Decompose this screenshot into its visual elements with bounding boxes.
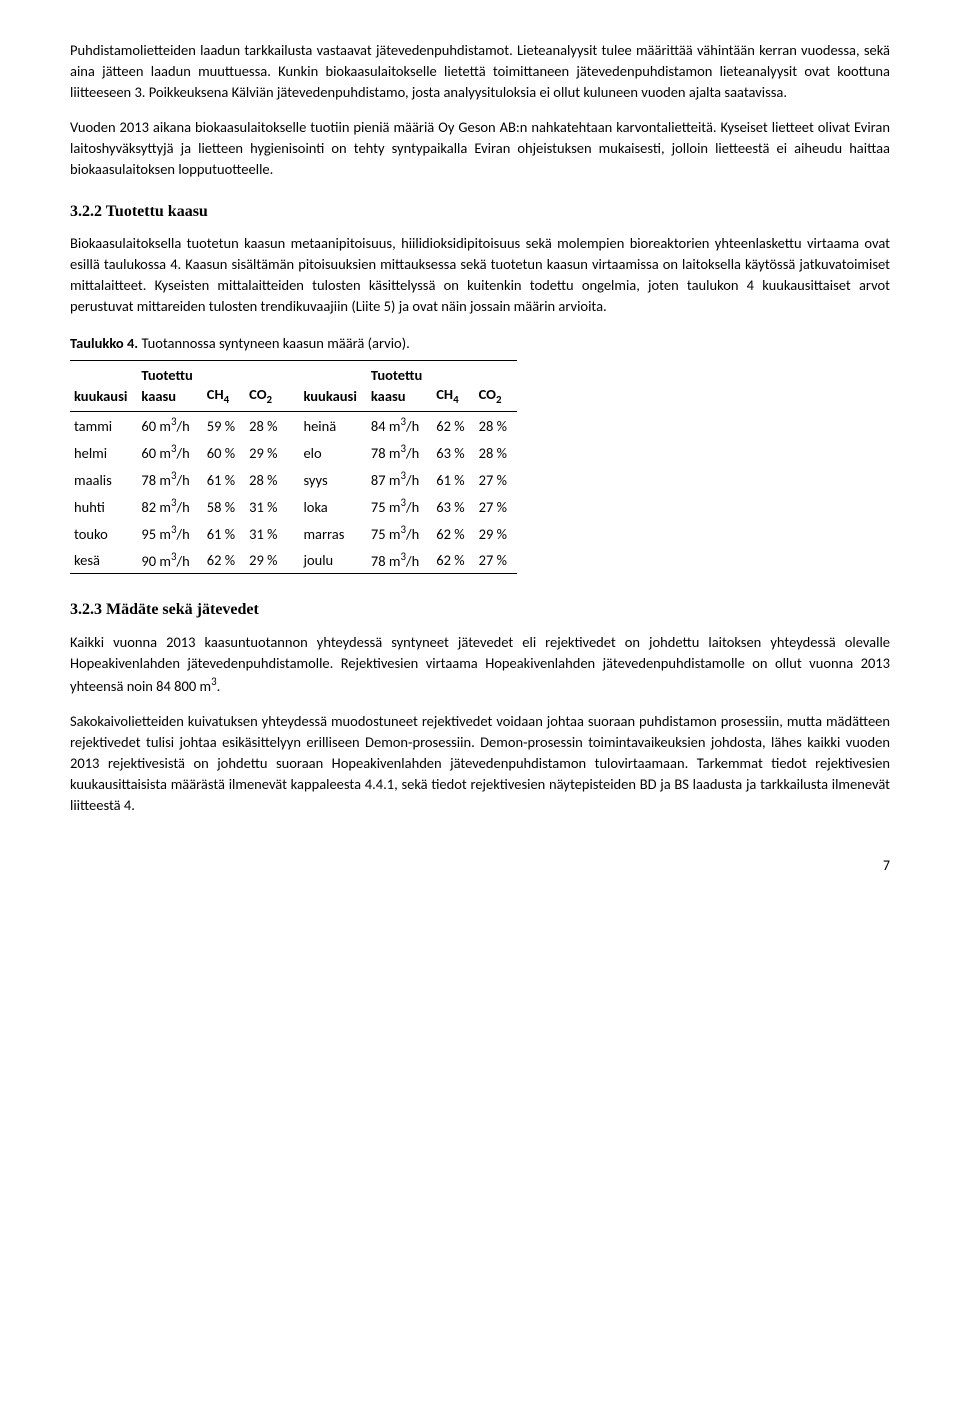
paragraph: Vuoden 2013 aikana biokaasulaitokselle t… — [70, 117, 890, 180]
cell-ch4: 63 % — [432, 493, 474, 520]
cell-co2: 27 % — [475, 547, 517, 574]
cell-co2: 31 % — [245, 520, 287, 547]
cell-gas: 82 m3/h — [137, 493, 202, 520]
cell-co2: 28 % — [245, 412, 287, 439]
table-row: touko95 m3/h61 %31 %marras75 m3/h62 %29 … — [70, 520, 517, 547]
section-heading-322: 3.2.2 Tuotettu kaasu — [70, 200, 890, 223]
cell-month: helmi — [70, 439, 137, 466]
cell-month: maalis — [70, 466, 137, 493]
cell-ch4: 62 % — [432, 520, 474, 547]
cell-ch4: 61 % — [432, 466, 474, 493]
cell-co2: 28 % — [475, 439, 517, 466]
page-number: 7 — [70, 856, 890, 876]
col-co2-2: CO2 — [475, 361, 517, 412]
paragraph: Kaikki vuonna 2013 kaasuntuotannon yhtey… — [70, 632, 890, 697]
cell-ch4: 62 % — [432, 547, 474, 574]
paragraph: Puhdistamolietteiden laadun tarkkailusta… — [70, 40, 890, 103]
cell-co2: 28 % — [475, 412, 517, 439]
cell-ch4: 61 % — [203, 466, 245, 493]
col-ch4-1: CH4 — [203, 361, 245, 412]
cell-month: kesä — [70, 547, 137, 574]
col-co2-1: CO2 — [245, 361, 287, 412]
table-row: helmi60 m3/h60 %29 %elo78 m3/h63 %28 % — [70, 439, 517, 466]
cell-gas: 87 m3/h — [367, 466, 432, 493]
cell-co2: 31 % — [245, 493, 287, 520]
paragraph: Biokaasulaitoksella tuotetun kaasun meta… — [70, 233, 890, 317]
cell-gas: 60 m3/h — [137, 412, 202, 439]
table-caption: Taulukko 4. Tuotannossa syntyneen kaasun… — [70, 333, 890, 354]
col-gas-2: Tuotettukaasu — [367, 361, 432, 412]
cell-month: joulu — [287, 547, 366, 574]
cell-ch4: 58 % — [203, 493, 245, 520]
cell-month: touko — [70, 520, 137, 547]
table-label: Taulukko 4. — [70, 334, 138, 352]
cell-month: heinä — [287, 412, 366, 439]
cell-ch4: 60 % — [203, 439, 245, 466]
cell-gas: 95 m3/h — [137, 520, 202, 547]
col-month-2: kuukausi — [287, 361, 366, 412]
cell-gas: 84 m3/h — [367, 412, 432, 439]
col-gas-1: Tuotettukaasu — [137, 361, 202, 412]
table-caption-text: Tuotannossa syntyneen kaasun määrä (arvi… — [138, 334, 410, 352]
cell-month: huhti — [70, 493, 137, 520]
table-row: tammi60 m3/h59 %28 %heinä84 m3/h62 %28 % — [70, 412, 517, 439]
cell-co2: 29 % — [245, 547, 287, 574]
cell-gas: 78 m3/h — [367, 439, 432, 466]
cell-ch4: 63 % — [432, 439, 474, 466]
cell-ch4: 59 % — [203, 412, 245, 439]
cell-ch4: 61 % — [203, 520, 245, 547]
cell-month: elo — [287, 439, 366, 466]
cell-month: tammi — [70, 412, 137, 439]
cell-month: marras — [287, 520, 366, 547]
cell-month: loka — [287, 493, 366, 520]
col-ch4-2: CH4 — [432, 361, 474, 412]
cell-gas: 78 m3/h — [367, 547, 432, 574]
table-row: kesä90 m3/h62 %29 %joulu78 m3/h62 %27 % — [70, 547, 517, 574]
cell-ch4: 62 % — [203, 547, 245, 574]
gas-production-table: kuukausi Tuotettukaasu CH4 CO2 kuukausi … — [70, 360, 517, 574]
cell-co2: 29 % — [475, 520, 517, 547]
table-row: maalis78 m3/h61 %28 %syys87 m3/h61 %27 % — [70, 466, 517, 493]
cell-gas: 75 m3/h — [367, 493, 432, 520]
cell-co2: 29 % — [245, 439, 287, 466]
table-body: tammi60 m3/h59 %28 %heinä84 m3/h62 %28 %… — [70, 412, 517, 574]
cell-gas: 60 m3/h — [137, 439, 202, 466]
col-month-1: kuukausi — [70, 361, 137, 412]
cell-co2: 28 % — [245, 466, 287, 493]
cell-gas: 78 m3/h — [137, 466, 202, 493]
cell-co2: 27 % — [475, 466, 517, 493]
cell-gas: 75 m3/h — [367, 520, 432, 547]
table-row: huhti82 m3/h58 %31 %loka75 m3/h63 %27 % — [70, 493, 517, 520]
cell-co2: 27 % — [475, 493, 517, 520]
paragraph: Sakokaivolietteiden kuivatuksen yhteydes… — [70, 711, 890, 816]
cell-month: syys — [287, 466, 366, 493]
cell-ch4: 62 % — [432, 412, 474, 439]
section-heading-323: 3.2.3 Mädäte sekä jätevedet — [70, 598, 890, 621]
cell-gas: 90 m3/h — [137, 547, 202, 574]
table-header-row: kuukausi Tuotettukaasu CH4 CO2 kuukausi … — [70, 361, 517, 412]
